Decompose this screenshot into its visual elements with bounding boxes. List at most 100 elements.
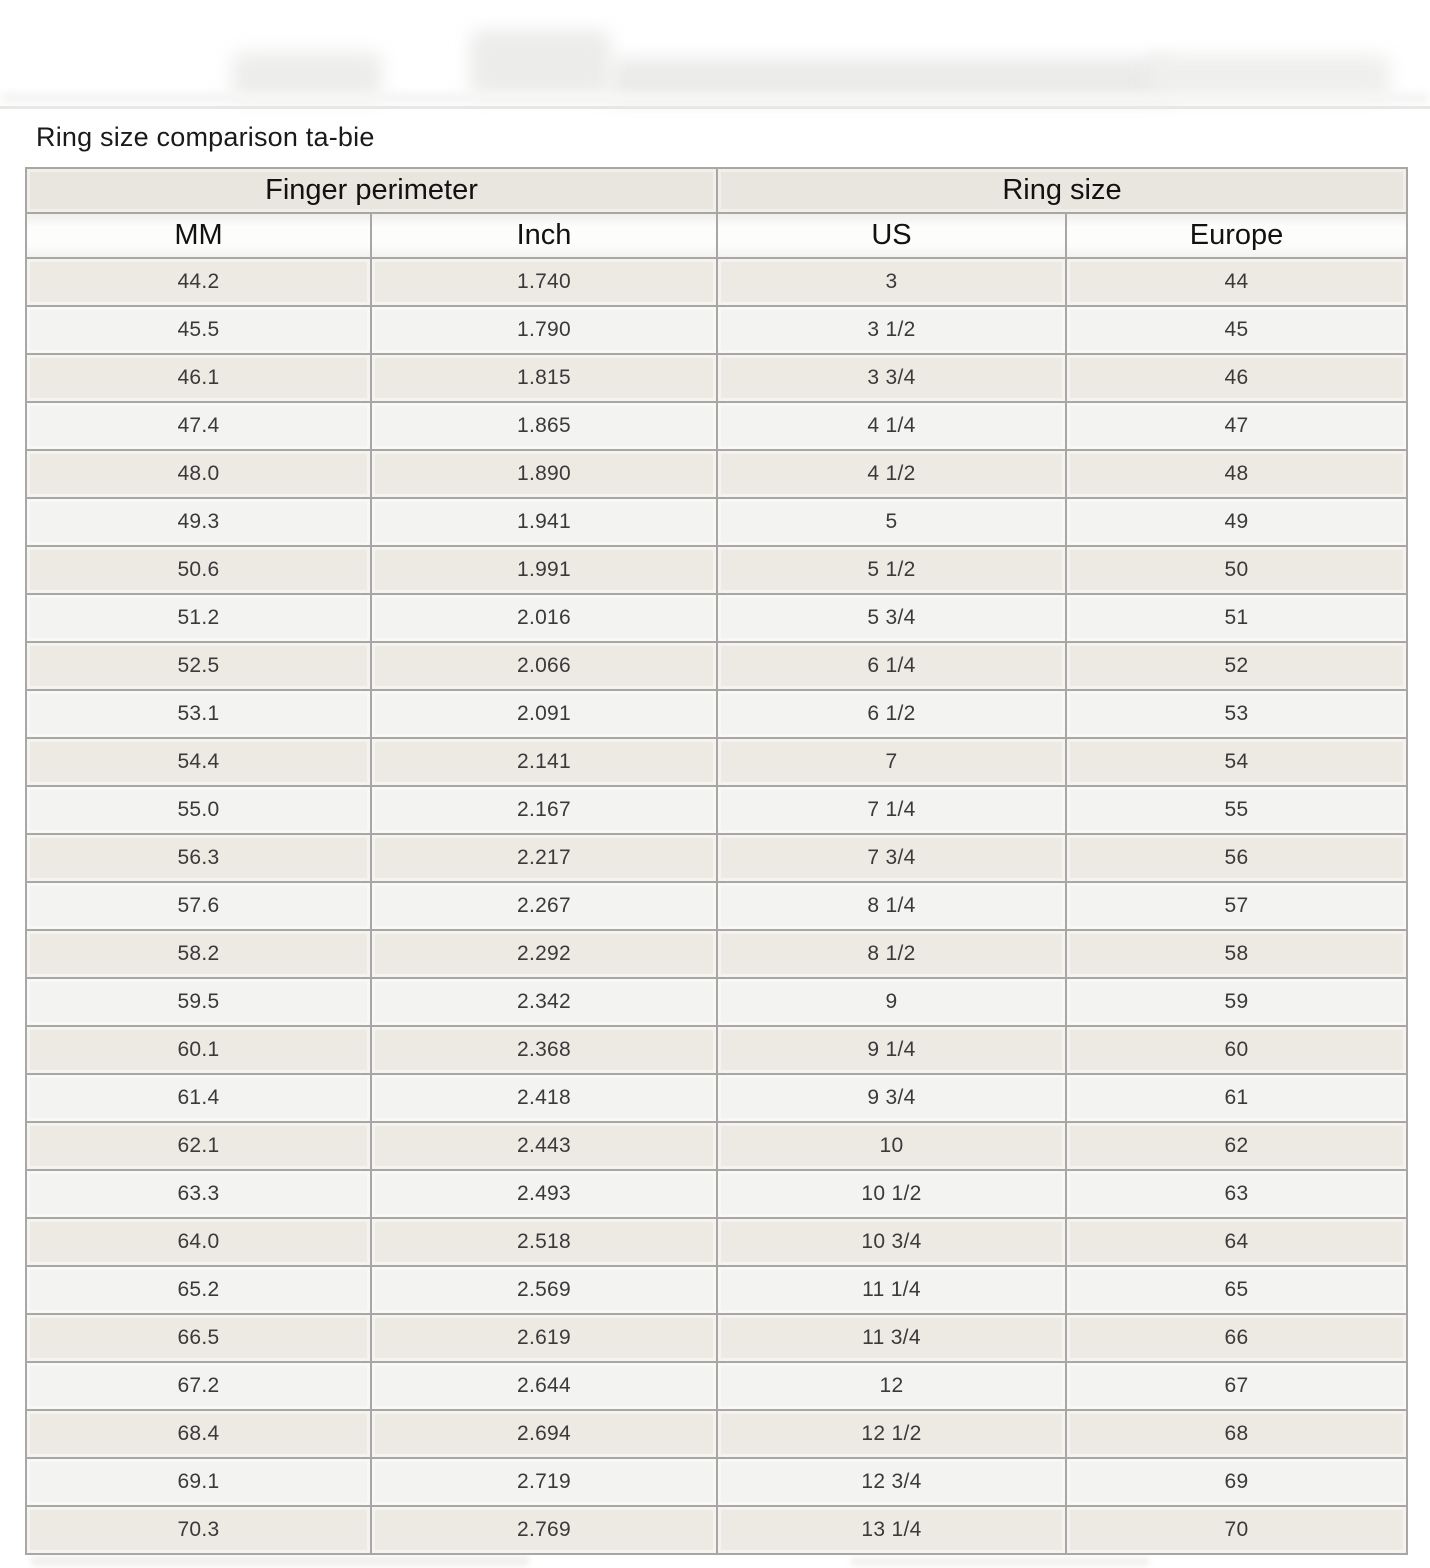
cell-us: 5 3/4: [716, 593, 1067, 643]
table-row: 59.5 2.342 9 59: [25, 977, 1408, 1027]
cell-europe: 67: [1065, 1361, 1408, 1411]
cell-europe: 58: [1065, 929, 1408, 979]
cell-inch: 2.141: [370, 737, 718, 787]
cell-europe: 52: [1065, 641, 1408, 691]
cell-inch: 2.368: [370, 1025, 718, 1075]
cell-us: 7 1/4: [716, 785, 1067, 835]
column-header-inch: Inch: [370, 212, 718, 259]
cell-us: 13 1/4: [716, 1505, 1067, 1555]
cell-europe: 46: [1065, 353, 1408, 403]
cell-europe: 53: [1065, 689, 1408, 739]
page-title: Ring size comparison ta-bie: [36, 122, 375, 152]
cell-us: 7 3/4: [716, 833, 1067, 883]
column-header-row: MM Inch US Europe: [25, 212, 1408, 259]
cell-inch: 2.769: [370, 1505, 718, 1555]
cell-mm: 63.3: [25, 1169, 372, 1219]
faded-artifact: [232, 52, 382, 100]
cell-europe: 66: [1065, 1313, 1408, 1363]
cell-us: 9 3/4: [716, 1073, 1067, 1123]
table-row: 56.3 2.217 7 3/4 56: [25, 833, 1408, 883]
table-row: 54.4 2.141 7 54: [25, 737, 1408, 787]
cell-europe: 55: [1065, 785, 1408, 835]
cell-europe: 61: [1065, 1073, 1408, 1123]
cell-us: 4 1/4: [716, 401, 1067, 451]
cell-us: 3 1/2: [716, 305, 1067, 355]
cell-mm: 57.6: [25, 881, 372, 931]
table-row: 57.6 2.267 8 1/4 57: [25, 881, 1408, 931]
table-row: 52.5 2.066 6 1/4 52: [25, 641, 1408, 691]
cell-inch: 2.518: [370, 1217, 718, 1267]
cell-us: 5 1/2: [716, 545, 1067, 595]
group-header-row: Finger perimeter Ring size: [25, 167, 1408, 214]
cell-us: 10 1/2: [716, 1169, 1067, 1219]
table-row: 64.0 2.518 10 3/4 64: [25, 1217, 1408, 1267]
table-row: 66.5 2.619 11 3/4 66: [25, 1313, 1408, 1363]
table-row: 44.2 1.740 3 44: [25, 257, 1408, 307]
table-row: 46.1 1.815 3 3/4 46: [25, 353, 1408, 403]
cell-inch: 2.694: [370, 1409, 718, 1459]
cell-us: 12 3/4: [716, 1457, 1067, 1507]
cell-mm: 66.5: [25, 1313, 372, 1363]
cell-europe: 47: [1065, 401, 1408, 451]
column-header-us: US: [716, 212, 1067, 259]
cell-us: 6 1/2: [716, 689, 1067, 739]
table-row: 62.1 2.443 10 62: [25, 1121, 1408, 1171]
cell-us: 3: [716, 257, 1067, 307]
cell-europe: 50: [1065, 545, 1408, 595]
cell-mm: 70.3: [25, 1505, 372, 1555]
cell-mm: 60.1: [25, 1025, 372, 1075]
cell-mm: 47.4: [25, 401, 372, 451]
cell-us: 11 1/4: [716, 1265, 1067, 1315]
cell-europe: 70: [1065, 1505, 1408, 1555]
cell-us: 6 1/4: [716, 641, 1067, 691]
table-row: 65.2 2.569 11 1/4 65: [25, 1265, 1408, 1315]
cell-mm: 51.2: [25, 593, 372, 643]
table-row: 53.1 2.091 6 1/2 53: [25, 689, 1408, 739]
cell-mm: 68.4: [25, 1409, 372, 1459]
cell-us: 10: [716, 1121, 1067, 1171]
cell-inch: 2.418: [370, 1073, 718, 1123]
cell-europe: 65: [1065, 1265, 1408, 1315]
cell-inch: 1.790: [370, 305, 718, 355]
cell-mm: 48.0: [25, 449, 372, 499]
cell-us: 8 1/2: [716, 929, 1067, 979]
cell-inch: 1.941: [370, 497, 718, 547]
cell-us: 9 1/4: [716, 1025, 1067, 1075]
faded-artifact: [30, 1556, 530, 1566]
cell-mm: 44.2: [25, 257, 372, 307]
table-row: 50.6 1.991 5 1/2 50: [25, 545, 1408, 595]
cell-mm: 58.2: [25, 929, 372, 979]
cell-mm: 52.5: [25, 641, 372, 691]
cell-inch: 2.719: [370, 1457, 718, 1507]
faded-artifact: [610, 58, 1170, 102]
cell-europe: 69: [1065, 1457, 1408, 1507]
cell-europe: 63: [1065, 1169, 1408, 1219]
cell-inch: 1.991: [370, 545, 718, 595]
cell-mm: 65.2: [25, 1265, 372, 1315]
cell-inch: 1.740: [370, 257, 718, 307]
table-row: 48.0 1.890 4 1/2 48: [25, 449, 1408, 499]
cell-mm: 45.5: [25, 305, 372, 355]
cell-inch: 2.619: [370, 1313, 718, 1363]
faded-artifact: [1150, 55, 1390, 99]
cell-europe: 49: [1065, 497, 1408, 547]
cell-mm: 55.0: [25, 785, 372, 835]
table-body: 44.2 1.740 3 44 45.5 1.790 3 1/2 45 46.1…: [25, 257, 1408, 1555]
cell-europe: 54: [1065, 737, 1408, 787]
cell-mm: 69.1: [25, 1457, 372, 1507]
cell-europe: 44: [1065, 257, 1408, 307]
cell-inch: 1.815: [370, 353, 718, 403]
table-row: 70.3 2.769 13 1/4 70: [25, 1505, 1408, 1555]
cell-europe: 51: [1065, 593, 1408, 643]
cell-mm: 67.2: [25, 1361, 372, 1411]
cell-inch: 2.342: [370, 977, 718, 1027]
cell-europe: 57: [1065, 881, 1408, 931]
cell-europe: 60: [1065, 1025, 1408, 1075]
faded-artifact: [470, 30, 610, 96]
cell-us: 12: [716, 1361, 1067, 1411]
cell-us: 5: [716, 497, 1067, 547]
cell-mm: 49.3: [25, 497, 372, 547]
cell-mm: 59.5: [25, 977, 372, 1027]
table-row: 58.2 2.292 8 1/2 58: [25, 929, 1408, 979]
faded-artifact: [0, 92, 1430, 104]
